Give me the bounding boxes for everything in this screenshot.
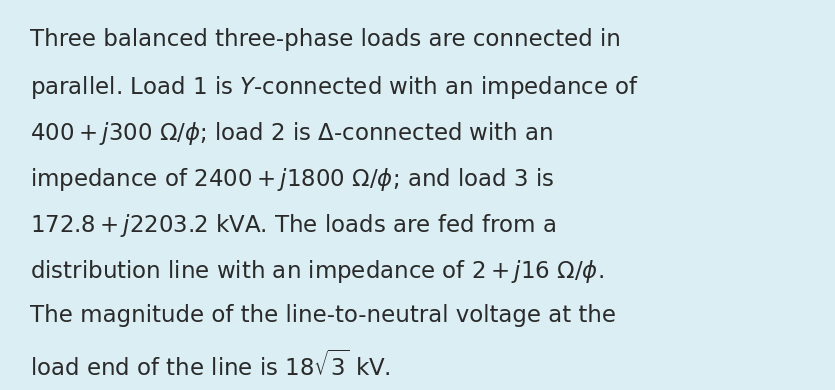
Text: distribution line with an impedance of $2 + j16\ \Omega/\phi$.: distribution line with an impedance of $… [30,258,604,285]
Text: The magnitude of the line-to-neutral voltage at the: The magnitude of the line-to-neutral vol… [30,304,616,327]
Text: parallel. Load 1 is $\mathbf{\mathit{Y}}$-connected with an impedance of: parallel. Load 1 is $\mathbf{\mathit{Y}}… [30,74,639,101]
Text: $400 + j300\ \Omega/\phi$; load 2 is $\Delta$-connected with an: $400 + j300\ \Omega/\phi$; load 2 is $\D… [30,120,554,147]
Text: Three balanced three-phase loads are connected in: Three balanced three-phase loads are con… [30,28,621,51]
Text: $172.8 + j2203.2$ kVA. The loads are fed from a: $172.8 + j2203.2$ kVA. The loads are fed… [30,212,556,239]
Text: load end of the line is $18\sqrt{3}$ kV.: load end of the line is $18\sqrt{3}$ kV. [30,350,391,381]
Text: impedance of $2400 + j1800\ \Omega/\phi$; and load 3 is: impedance of $2400 + j1800\ \Omega/\phi$… [30,166,554,193]
